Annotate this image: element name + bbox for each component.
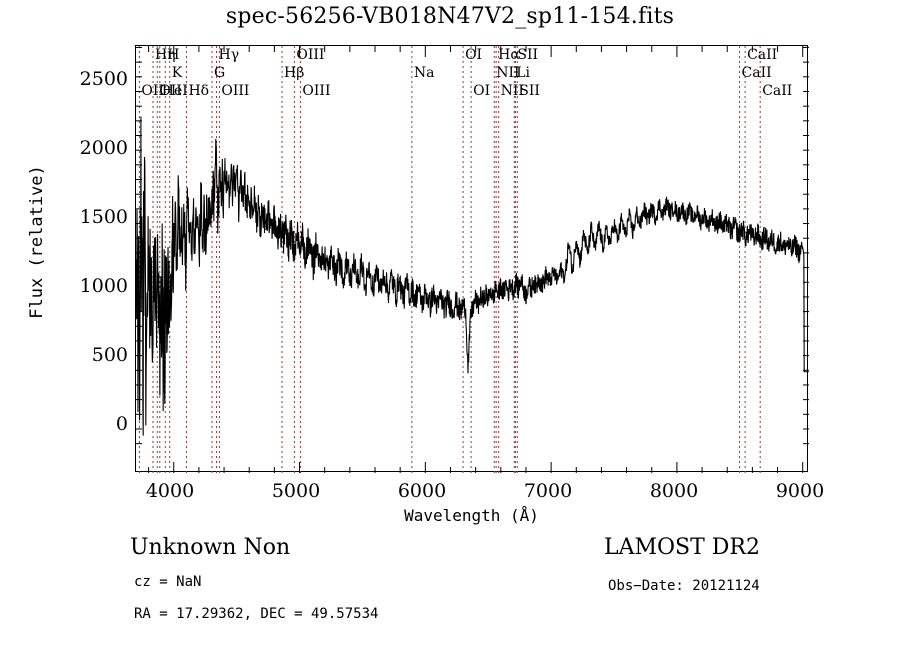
y-tick-1000: 1000	[79, 275, 128, 297]
line-label-Hγ: Hγ	[218, 47, 240, 63]
line-label-OI: OI	[473, 83, 491, 99]
plot-area: OII Hη OII HeI H K Hδ Hγ G OIII Hβ OIII OIII Na OI OI NI…	[135, 45, 809, 473]
line-label-Hη: Hη	[154, 47, 176, 63]
line-label-Li: Li	[516, 65, 531, 81]
y-tick-500: 500	[91, 344, 128, 366]
line-label-OII: OII	[141, 83, 164, 99]
coordinates: RA = 17.29362, DEC = 49.57534	[134, 606, 379, 622]
y-tick-2500: 2500	[79, 68, 128, 90]
line-label-OIII: OIII	[296, 47, 325, 63]
spectrum-trace	[135, 116, 809, 436]
line-label-OI: OI	[465, 47, 483, 63]
object-classification: Unknown Non	[130, 535, 291, 560]
line-label-G: G	[213, 65, 226, 81]
line-label-NII: NII	[496, 65, 520, 81]
axis-ticks	[136, 46, 809, 473]
line-label-Hδ: Hδ	[188, 83, 210, 99]
x-tick-4000: 4000	[145, 480, 195, 502]
line-label-CaII: CaII	[762, 83, 793, 99]
line-label-Na: Na	[413, 65, 435, 81]
line-label-NII: NII	[500, 83, 524, 99]
line-label-H: H	[167, 47, 180, 63]
plot-canvas	[135, 46, 809, 473]
page-title: spec-56256-VB018N47V2_sp11-154.fits	[225, 4, 675, 29]
x-axis-title: Wavelength (Å)	[404, 506, 539, 525]
survey-name: LAMOST DR2	[604, 535, 760, 560]
spectrum-plot	[135, 46, 809, 473]
line-label-OIII: OIII	[221, 83, 250, 99]
x-tick-8000: 8000	[649, 480, 699, 502]
line-label-Hβ: Hβ	[284, 65, 305, 81]
cz-value: cz = NaN	[134, 574, 202, 590]
line-label-HeI: HeI	[161, 83, 188, 99]
x-tick-7000: 7000	[523, 480, 573, 502]
y-tick-2000: 2000	[79, 137, 128, 159]
line-label-SII: SII	[517, 47, 539, 63]
y-tick-1500: 1500	[79, 206, 128, 228]
line-label-Hα: Hα	[498, 47, 520, 63]
line-label-K: K	[171, 65, 183, 81]
y-tick-0: 0	[115, 413, 128, 435]
line-label-CaII: CaII	[747, 47, 778, 63]
x-tick-6000: 6000	[397, 480, 447, 502]
line-label-CaII: CaII	[741, 65, 772, 81]
x-tick-5000: 5000	[271, 480, 321, 502]
line-label-OIII: OIII	[302, 83, 331, 99]
line-label-SII: SII	[519, 83, 540, 99]
line-markers	[138, 46, 761, 473]
observation-date: Obs−Date: 20121124	[608, 578, 760, 594]
y-axis-title: Flux (relative)	[27, 165, 47, 319]
x-tick-9000: 9000	[775, 480, 825, 502]
line-label-OII: OII	[159, 83, 182, 99]
